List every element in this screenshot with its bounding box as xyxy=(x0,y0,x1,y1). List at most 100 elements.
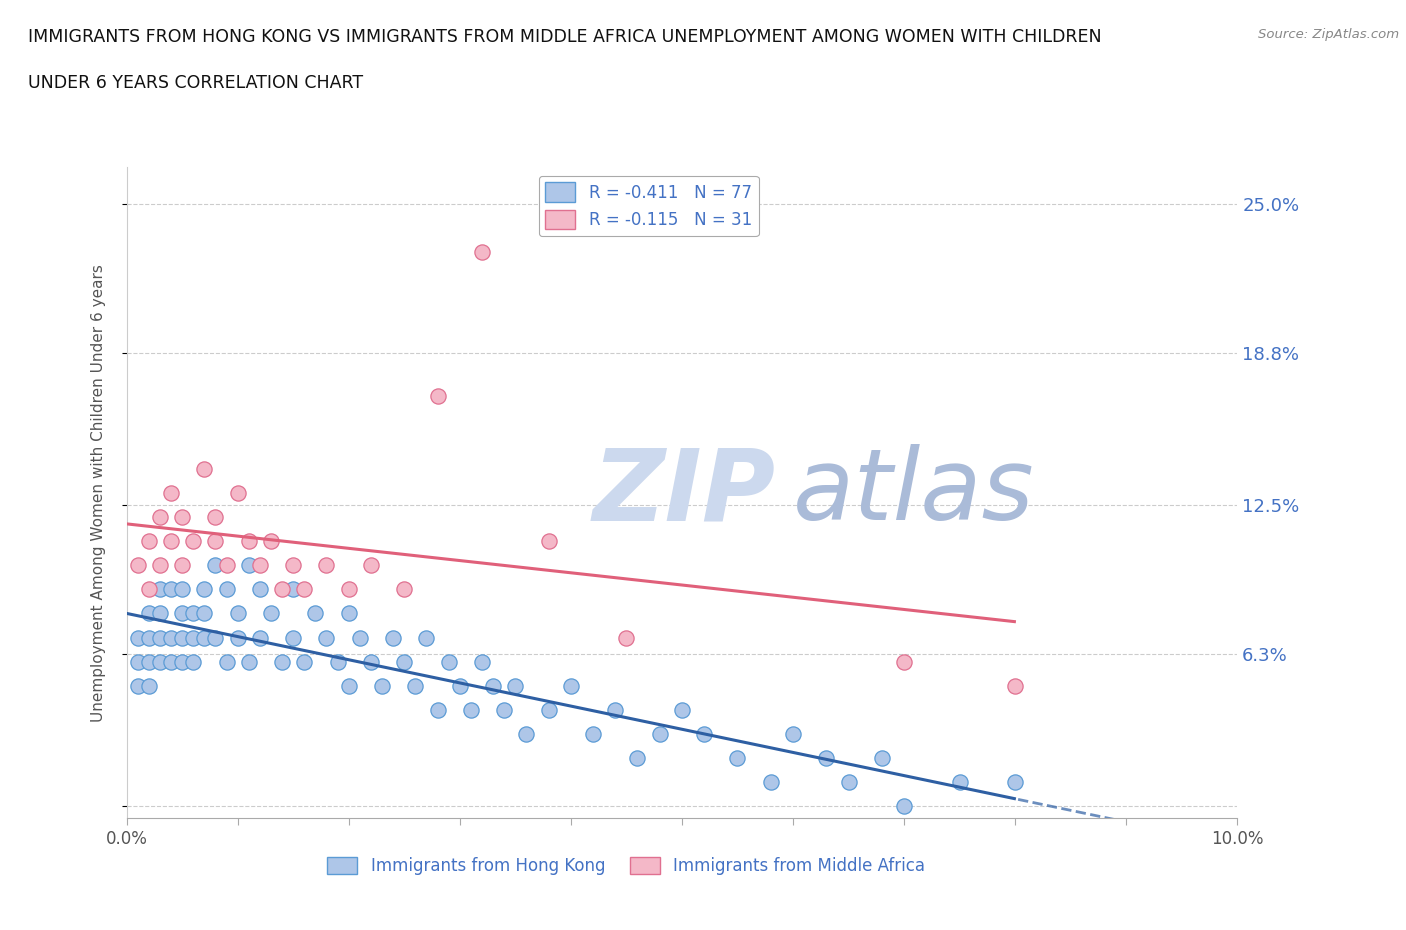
Point xyxy=(127,631,149,645)
Point xyxy=(515,726,537,741)
Point xyxy=(394,654,416,669)
Point xyxy=(503,678,526,693)
Point xyxy=(614,631,637,645)
Point xyxy=(149,510,172,525)
Point xyxy=(349,631,371,645)
Point xyxy=(870,751,893,765)
Text: UNDER 6 YEARS CORRELATION CHART: UNDER 6 YEARS CORRELATION CHART xyxy=(28,74,363,92)
Point xyxy=(648,726,671,741)
Point xyxy=(371,678,394,693)
Point xyxy=(671,702,693,717)
Point xyxy=(382,631,405,645)
Point xyxy=(537,702,560,717)
Point xyxy=(138,631,160,645)
Point xyxy=(471,245,494,259)
Point xyxy=(193,631,215,645)
Point xyxy=(560,678,582,693)
Point xyxy=(337,678,360,693)
Point xyxy=(315,631,337,645)
Point xyxy=(605,702,627,717)
Point xyxy=(138,606,160,621)
Point xyxy=(138,534,160,549)
Point xyxy=(172,558,194,573)
Point xyxy=(215,582,238,597)
Point xyxy=(172,606,194,621)
Point xyxy=(149,654,172,669)
Point xyxy=(249,631,271,645)
Point xyxy=(482,678,505,693)
Point xyxy=(260,534,283,549)
Point xyxy=(281,558,304,573)
Y-axis label: Unemployment Among Women with Children Under 6 years: Unemployment Among Women with Children U… xyxy=(91,264,105,722)
Point xyxy=(271,654,294,669)
Point xyxy=(181,631,204,645)
Point xyxy=(337,582,360,597)
Point xyxy=(394,582,416,597)
Point xyxy=(172,654,194,669)
Point xyxy=(172,510,194,525)
Point xyxy=(204,558,226,573)
Point xyxy=(238,558,260,573)
Point xyxy=(537,534,560,549)
Point xyxy=(292,654,315,669)
Point xyxy=(281,582,304,597)
Point xyxy=(149,606,172,621)
Point xyxy=(948,775,970,790)
Point xyxy=(160,534,183,549)
Point xyxy=(260,606,283,621)
Point xyxy=(149,631,172,645)
Point xyxy=(271,582,294,597)
Point xyxy=(449,678,471,693)
Point xyxy=(215,558,238,573)
Text: ZIP: ZIP xyxy=(593,445,776,541)
Point xyxy=(193,461,215,476)
Point xyxy=(281,631,304,645)
Point xyxy=(426,702,449,717)
Point xyxy=(460,702,482,717)
Point xyxy=(292,582,315,597)
Point xyxy=(138,678,160,693)
Point xyxy=(893,799,915,814)
Point xyxy=(160,485,183,500)
Text: atlas: atlas xyxy=(793,445,1035,541)
Point xyxy=(138,654,160,669)
Point xyxy=(204,631,226,645)
Point xyxy=(337,606,360,621)
Point xyxy=(127,558,149,573)
Point xyxy=(315,558,337,573)
Point xyxy=(149,558,172,573)
Point xyxy=(437,654,460,669)
Point xyxy=(838,775,860,790)
Point xyxy=(181,534,204,549)
Point xyxy=(172,582,194,597)
Point xyxy=(181,654,204,669)
Point xyxy=(127,678,149,693)
Point xyxy=(404,678,426,693)
Point xyxy=(238,654,260,669)
Point xyxy=(204,510,226,525)
Point xyxy=(582,726,605,741)
Point xyxy=(138,582,160,597)
Point xyxy=(626,751,648,765)
Point xyxy=(215,654,238,669)
Point xyxy=(193,582,215,597)
Point xyxy=(326,654,349,669)
Point xyxy=(893,654,915,669)
Point xyxy=(693,726,716,741)
Point xyxy=(759,775,782,790)
Point xyxy=(149,582,172,597)
Point xyxy=(782,726,804,741)
Point xyxy=(1004,775,1026,790)
Point xyxy=(304,606,326,621)
Point xyxy=(426,389,449,404)
Point xyxy=(471,654,494,669)
Point xyxy=(181,606,204,621)
Point xyxy=(160,582,183,597)
Point xyxy=(249,558,271,573)
Point xyxy=(360,654,382,669)
Point xyxy=(249,582,271,597)
Legend: Immigrants from Hong Kong, Immigrants from Middle Africa: Immigrants from Hong Kong, Immigrants fr… xyxy=(321,850,932,882)
Point xyxy=(193,606,215,621)
Point xyxy=(1004,678,1026,693)
Point xyxy=(160,631,183,645)
